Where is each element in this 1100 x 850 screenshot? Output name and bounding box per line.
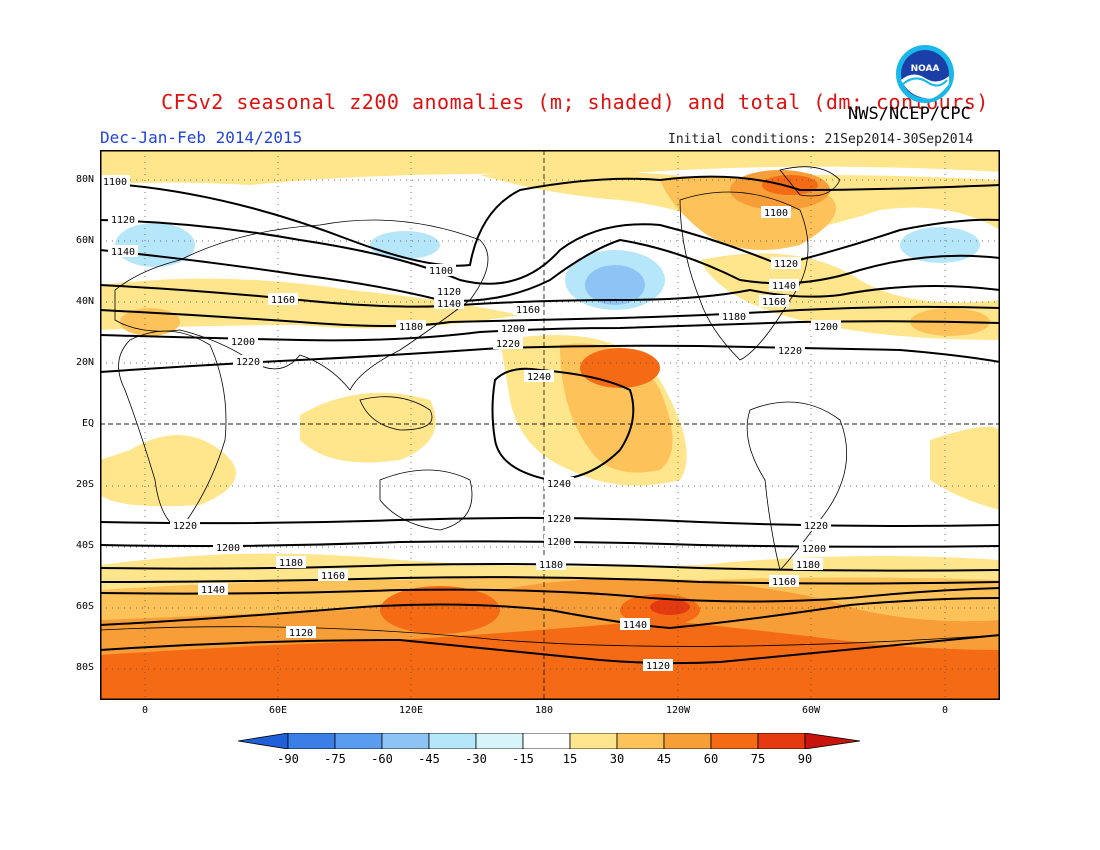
lon-label: 60E [268,705,288,716]
contour-label: 1120 [774,259,798,270]
colorbar-label: 15 [562,752,578,766]
contour-label: 1200 [501,324,525,335]
lat-label: 20N [75,357,94,368]
season-label: Dec-Jan-Feb 2014/2015 [100,128,303,147]
contour-label: 1220 [804,521,828,532]
contour-label: 1200 [814,322,838,333]
colorbar-label: -30 [465,752,487,766]
contour-label: 1220 [496,339,520,350]
lat-label: 20S [75,479,94,490]
lat-label: 60S [75,601,94,612]
contour-label: 1100 [429,266,453,277]
lat-label: 40S [75,540,94,551]
contour-label: 1140 [111,247,135,258]
colorbar-label: -60 [371,752,393,766]
contour-label: 1140 [437,299,461,310]
lat-label: 40N [75,296,94,307]
colorbar-label: -15 [512,752,534,766]
contour-label: 1160 [271,295,295,306]
initial-conditions-label: Initial conditions: 21Sep2014-30Sep2014 [668,132,974,147]
colorbar-label: 45 [656,752,672,766]
contour-label: 1120 [437,287,461,298]
colorbar-label: 30 [609,752,625,766]
height-contours [100,175,1000,665]
colorbar-label: 90 [797,752,813,766]
contour-label: 1140 [201,585,225,596]
map-panel: 1100 1120 1140 1100 1120 1140 1160 1180 … [100,150,1000,700]
map-title: CFSv2 seasonal z200 anomalies (m; shaded… [161,90,989,114]
lon-label: 0 [941,705,949,716]
lat-label: EQ [81,418,94,429]
colorbar-label: -90 [277,752,299,766]
contour-label: 1140 [772,281,796,292]
contour-label: 1120 [646,661,670,672]
contour-label: 1160 [772,577,796,588]
map-frame [100,150,1000,700]
contour-label: 1100 [764,208,788,219]
svg-text:NOAA: NOAA [911,64,940,74]
lon-label: 120W [665,705,691,716]
contour-label: 1120 [289,628,313,639]
colorbar [238,733,861,749]
contour-label: 1240 [527,372,551,383]
contour-label: 1160 [516,305,540,316]
contour-label: 1160 [762,297,786,308]
organization-label: NWS/NCEP/CPC [848,104,971,124]
lat-label: 80S [75,662,94,673]
noaa-logo-icon: NOAA [896,45,954,103]
contour-label: 1160 [321,571,345,582]
lon-label: 180 [534,705,554,716]
contour-label: 1180 [539,560,563,571]
lon-label: 120E [398,705,424,716]
contour-label: 1120 [111,215,135,226]
contour-label: 1180 [796,560,820,571]
contour-label: 1220 [547,514,571,525]
lon-label: 0 [141,705,149,716]
anomaly-shading [100,150,1000,700]
contour-label: 1200 [802,544,826,555]
contour-label: 1200 [216,543,240,554]
lon-label: 60W [801,705,821,716]
lat-label: 60N [75,235,94,246]
contour-label: 1140 [623,620,647,631]
colorbar-label: -75 [324,752,346,766]
contour-label: 1200 [231,337,255,348]
colorbar-label: 75 [750,752,766,766]
lat-label: 80N [75,174,94,185]
contour-label: 1220 [236,357,260,368]
contour-label: 1220 [778,346,802,357]
colorbar-label: -45 [418,752,440,766]
contour-label: 1200 [547,537,571,548]
contour-label: 1220 [173,521,197,532]
contour-label: 1180 [279,558,303,569]
contour-label: 1180 [722,312,746,323]
contour-label: 1180 [399,322,423,333]
colorbar-label: 60 [703,752,719,766]
contour-label: 1240 [547,479,571,490]
contour-labels: 1100 1120 1140 1100 1120 1140 1160 1180 … [100,175,841,672]
contour-label: 1100 [103,177,127,188]
